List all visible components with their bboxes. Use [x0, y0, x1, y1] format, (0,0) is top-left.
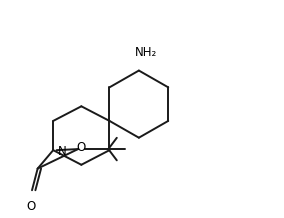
Text: N: N	[58, 145, 67, 158]
Text: O: O	[26, 200, 35, 213]
Text: O: O	[77, 141, 86, 155]
Text: NH₂: NH₂	[135, 46, 157, 59]
